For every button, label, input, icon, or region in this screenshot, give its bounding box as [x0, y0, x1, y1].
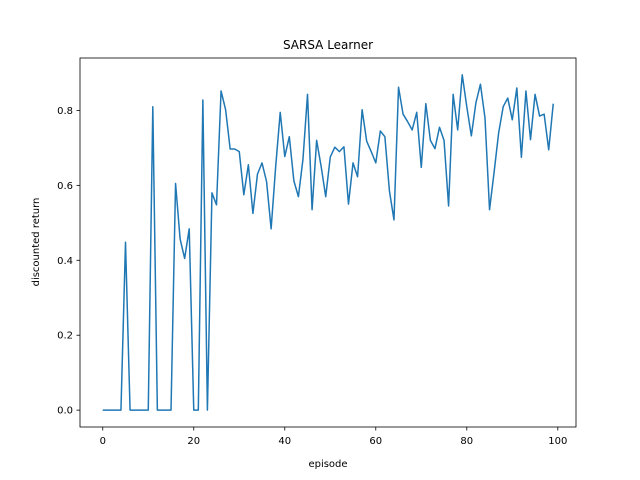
x-tick-label: 0 — [100, 436, 106, 447]
x-tick-label: 100 — [548, 436, 567, 447]
y-axis-label: discounted return — [31, 198, 42, 287]
x-tick-label: 20 — [187, 436, 200, 447]
series-line-1 — [102, 74, 554, 411]
plot-area — [102, 74, 554, 411]
x-tick-label: 80 — [460, 436, 473, 447]
x-axis: 0 20 40 60 80 100 — [100, 427, 567, 447]
y-tick-label: 0.8 — [57, 106, 73, 117]
y-axis: 0.0 0.2 0.4 0.6 0.8 — [57, 106, 80, 417]
y-tick-label: 0.0 — [57, 406, 73, 417]
x-tick-label: 60 — [369, 436, 382, 447]
x-tick-label: 40 — [278, 436, 291, 447]
y-tick-label: 0.6 — [57, 181, 73, 192]
y-tick-label: 0.4 — [57, 256, 73, 267]
chart-title: SARSA Learner — [283, 38, 373, 52]
x-axis-label: episode — [308, 459, 347, 470]
axes-frame — [79, 57, 577, 428]
y-tick-label: 0.2 — [57, 331, 73, 342]
